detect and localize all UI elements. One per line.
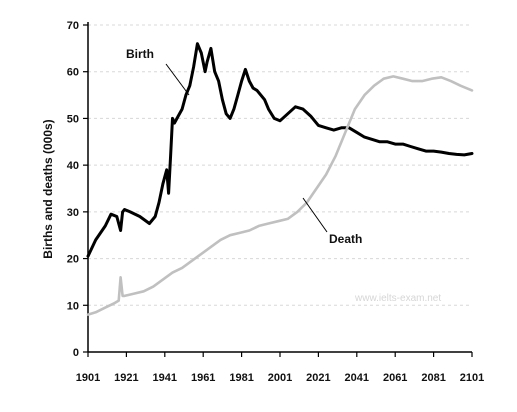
gridlines xyxy=(88,24,472,306)
x-tick-label: 2041 xyxy=(345,372,369,384)
series-lines xyxy=(86,42,474,316)
x-tick-label: 2101 xyxy=(460,372,484,384)
axes xyxy=(83,22,473,357)
series-label-leader-death xyxy=(302,197,328,233)
y-tick-label: 30 xyxy=(67,207,79,219)
x-tick-label: 1941 xyxy=(153,372,177,384)
series-label-leader-birth xyxy=(165,63,190,96)
series-line-death xyxy=(86,75,474,316)
x-tick-label: 2081 xyxy=(421,372,445,384)
series-line-birth xyxy=(86,42,474,258)
series-labels: Birth Death xyxy=(126,47,362,246)
x-tick-label: 1961 xyxy=(191,372,215,384)
x-tick-label: 2021 xyxy=(306,372,330,384)
y-tick-label: 20 xyxy=(67,254,79,266)
y-tick-label: 40 xyxy=(67,160,79,172)
y-tick-label: 70 xyxy=(67,20,79,32)
watermark-text: www.ielts-exam.net xyxy=(354,293,441,304)
x-tick-label: 1901 xyxy=(76,372,100,384)
y-tick-label: 60 xyxy=(67,67,79,79)
tick-labels: 0 10 20 30 40 50 60 70 1901 1921 1941 1961 1981 2001 2… xyxy=(67,20,484,384)
x-tick-label: 1921 xyxy=(114,372,138,384)
series-label-death: Death xyxy=(329,232,362,246)
x-tick-label: 1981 xyxy=(229,372,253,384)
y-tick-label: 50 xyxy=(67,113,79,125)
y-tick-label: 0 xyxy=(73,347,79,359)
x-tick-label: 2001 xyxy=(268,372,292,384)
x-tick-label: 2061 xyxy=(383,372,407,384)
series-label-birth: Birth xyxy=(126,47,154,61)
y-axis-title: Births and deaths (000s) xyxy=(41,119,55,258)
y-tick-label: 10 xyxy=(67,300,79,312)
